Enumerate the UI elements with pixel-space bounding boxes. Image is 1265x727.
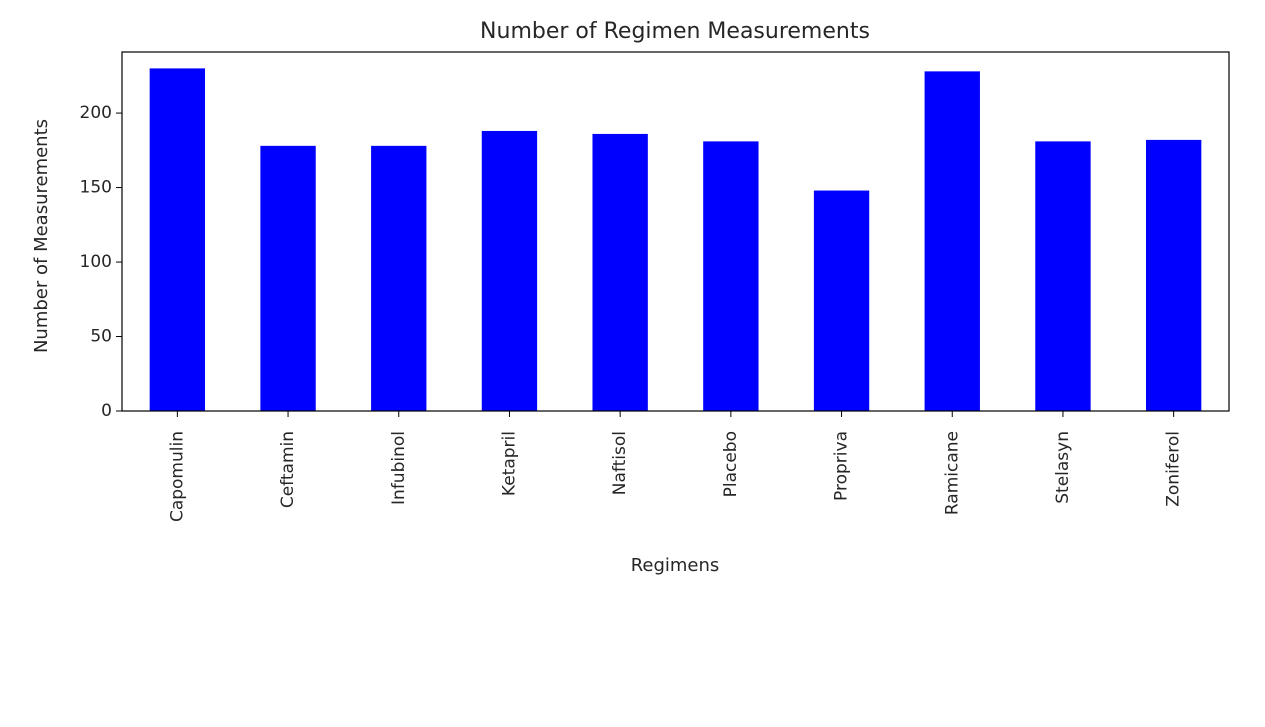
x-tick-label-naftisol: Naftisol <box>610 431 630 495</box>
x-tick-label-propriva: Propriva <box>832 431 852 501</box>
bar-propriva <box>813 190 870 411</box>
bar-infubinol <box>371 145 427 411</box>
x-tick-label-ketapril: Ketapril <box>499 431 519 496</box>
plot-frame <box>121 51 1230 412</box>
bar-stelasyn <box>1035 141 1091 411</box>
bar-ketapril <box>481 130 538 411</box>
chart-title: Number of Regimen Measurements <box>480 19 870 44</box>
x-tick-label-stelasyn: Stelasyn <box>1053 431 1073 504</box>
bar-ramicane <box>924 71 980 412</box>
y-tick-label-100: 100 <box>80 252 112 272</box>
x-tick-label-placebo: Placebo <box>721 431 741 497</box>
y-tick-label-200: 200 <box>80 103 112 123</box>
bar-capomulin <box>149 68 206 411</box>
x-tick-label-ramicane: Ramicane <box>942 431 962 515</box>
y-axis-ticks: 0 50 100 150 200 <box>80 103 122 421</box>
y-tick-label-150: 150 <box>80 178 112 198</box>
bars-group <box>149 68 1202 412</box>
x-tick-label-zoniferol: Zoniferol <box>1164 431 1184 507</box>
bar-naftisol <box>592 133 648 411</box>
x-tick-label-infubinol: Infubinol <box>389 431 409 505</box>
y-tick-label-50: 50 <box>90 327 112 347</box>
y-axis-label: Number of Measurements <box>31 119 52 353</box>
bar-zoniferol <box>1145 139 1202 411</box>
y-tick-label-0: 0 <box>101 401 112 421</box>
x-tick-label-ceftamin: Ceftamin <box>278 431 298 508</box>
x-axis-label: Regimens <box>631 555 720 576</box>
bar-ceftamin <box>260 145 316 411</box>
x-tick-label-capomulin: Capomulin <box>167 431 187 522</box>
bar-placebo <box>703 141 759 411</box>
x-axis-ticks: Capomulin Ceftamin Infubinol Ketapril Naftis… <box>167 411 1184 522</box>
